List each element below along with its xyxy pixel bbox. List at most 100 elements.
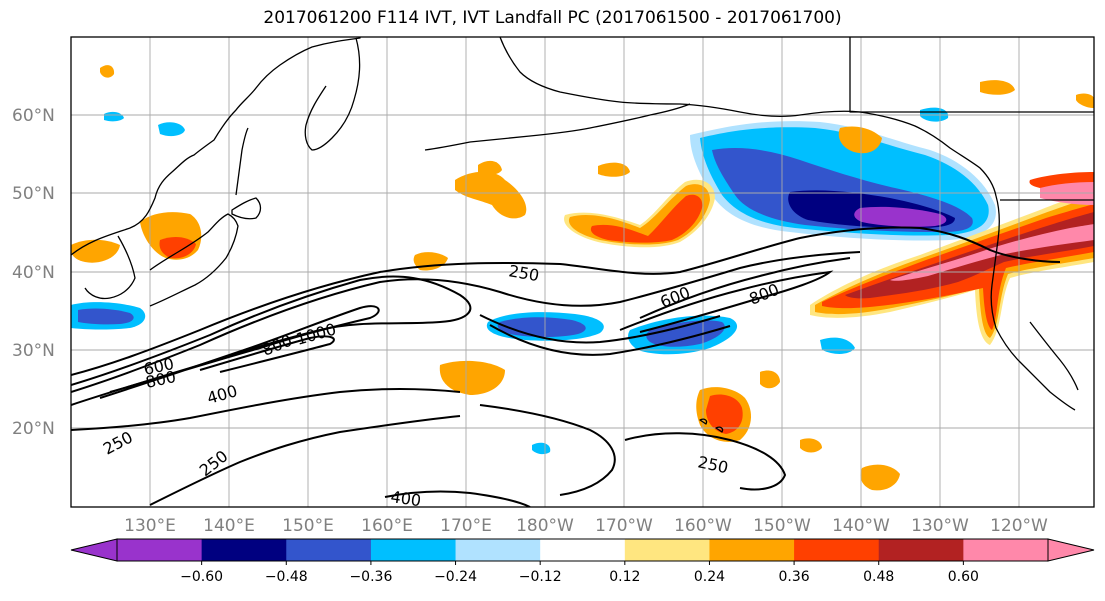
colorbar-segment: [370, 539, 457, 561]
region-neg-blue-central-pacific: [497, 317, 586, 337]
region-neg-small-1: [158, 122, 185, 137]
lon-label: 170°W: [595, 516, 653, 536]
contour-upper-east-600: [619, 270, 834, 333]
region-pos-orange-north-central-2: [478, 160, 502, 175]
lon-label: 150°E: [282, 516, 334, 536]
coast-kamchatka: [304, 37, 361, 151]
map-title: 2017061200 F114 IVT, IVT Landfall PC (20…: [263, 8, 842, 28]
contour-800-upper: [99, 305, 380, 399]
lat-label: 40°N: [12, 263, 55, 283]
region-pos-orange-small-1: [800, 438, 822, 453]
colorbar-tick-label: −0.48: [265, 569, 308, 585]
colorbar-segment: [878, 539, 964, 561]
colorbar-tick-label: 0.24: [694, 569, 725, 585]
contour-trop-3: [384, 490, 531, 507]
contour-central-2: [489, 324, 731, 356]
coastlines: [71, 37, 1094, 433]
coast-sakhalin: [235, 127, 249, 196]
colorbar-tick-label: 0.36: [779, 569, 810, 585]
region-pos-red-asia: [159, 236, 196, 259]
ivt-contours: [71, 226, 1061, 507]
lon-label: 180°W: [516, 516, 574, 536]
contour-400-upper: [71, 251, 861, 393]
lon-label: 140°W: [832, 516, 890, 536]
colorbar-segment: [963, 539, 1049, 561]
lon-label: 170°E: [440, 516, 492, 536]
map-border: [70, 36, 1095, 508]
region-neg-small-2: [104, 111, 124, 122]
coast-japan-honshu: [149, 213, 239, 307]
region-pos-pink-west-coast: [890, 224, 1094, 281]
region-pos-orange-korea: [71, 239, 120, 263]
colorbar-tick-label: −0.60: [180, 569, 223, 585]
coast-asia-east: [71, 37, 361, 256]
region-pos-orange-canada: [980, 80, 1015, 95]
lon-label: 160°E: [361, 516, 413, 536]
region-neg-purple-gulf-alaska: [854, 206, 947, 227]
colorbar-segment: [624, 539, 710, 561]
coast-ca-border: [849, 37, 1094, 113]
region-pos-orange-small-2: [1076, 93, 1094, 108]
region-pos-red-central-45n: [590, 194, 703, 243]
colorbar-tick-label: 0.48: [863, 569, 894, 585]
region-pos-orange-north-central-3: [598, 162, 630, 177]
region-pos-orange-tropic-2: [860, 464, 900, 491]
lon-label: 120°W: [990, 516, 1048, 536]
region-pos-orange-alaska: [838, 126, 882, 154]
colorbar-tick-labels: −0.60 −0.48 −0.36 −0.24 −0.12 0.12 0.24 0.36 0.4…: [180, 561, 979, 585]
colorbar-segment: [794, 539, 880, 561]
colorbar-tick-label: 0.60: [948, 569, 979, 585]
coast-aleutians: [424, 103, 691, 151]
colorbar-segment: [286, 539, 372, 561]
colorbar: −0.60 −0.48 −0.36 −0.24 −0.12 0.12 0.24 0.36 0.4…: [70, 538, 1095, 585]
region-pos-orange-far-nw: [100, 65, 115, 78]
lat-label: 60°N: [12, 106, 55, 126]
contour-label: 400: [389, 487, 422, 510]
region-pos-orange-tropic-4: [760, 370, 780, 389]
coast-north-america-west: [990, 195, 1076, 411]
contour-lower-250-b: [149, 415, 461, 506]
lon-label: 140°E: [203, 516, 255, 536]
lon-label: 130°E: [124, 516, 176, 536]
colorbar-segment: [117, 539, 203, 561]
contour-trop-2: [624, 432, 787, 491]
region-neg-blue-japan: [78, 308, 134, 325]
lon-label: 160°W: [674, 516, 732, 536]
colorbar-segment: [709, 539, 795, 561]
coast-baja: [1029, 321, 1079, 391]
region-pos-orange-north-central: [455, 171, 527, 219]
lat-label: 20°N: [12, 419, 55, 439]
colorbar-segment: [540, 539, 626, 561]
colorbar-segments: [116, 538, 1049, 562]
lon-label: 130°W: [911, 516, 969, 536]
colorbar-segment: [455, 539, 541, 561]
region-neg-blue-east-central: [646, 320, 725, 347]
colorbar-tick-label: −0.24: [434, 569, 477, 585]
lat-label: 30°N: [12, 341, 55, 361]
contour-trop-1: [479, 404, 616, 496]
region-pos-red-hawaii: [706, 394, 743, 434]
colorbar-tick-label: −0.12: [519, 569, 562, 585]
colorbar-extend-left: [70, 538, 118, 562]
coast-japan-hokkaido: [231, 197, 262, 220]
colorbar-tick-label: −0.36: [349, 569, 392, 585]
colorbar-tick-label: 0.12: [609, 569, 640, 585]
longitude-labels: 130°E 140°E 150°E 160°E 170°E 180°W 170°…: [124, 516, 1048, 536]
contour-lower-250: [71, 388, 461, 431]
contour-upper-east-800: [639, 257, 851, 319]
colorbar-segment: [201, 539, 287, 561]
region-pos-orange-tropic-1: [439, 360, 505, 395]
lat-label: 50°N: [12, 184, 55, 204]
coast-alaska: [499, 37, 997, 197]
region-pos-red-nw-us: [1029, 172, 1094, 188]
contour-1000: [199, 335, 335, 373]
coast-hawaii: [699, 418, 724, 433]
coast-korea: [84, 235, 136, 300]
lon-label: 150°W: [753, 516, 811, 536]
region-neg-small-3: [532, 442, 551, 455]
contour-250-outer: [71, 226, 1061, 376]
colorbar-extend-right: [1047, 538, 1095, 562]
contour-central-1: [479, 314, 721, 344]
region-pos-pink-nw-us: [1040, 179, 1094, 205]
